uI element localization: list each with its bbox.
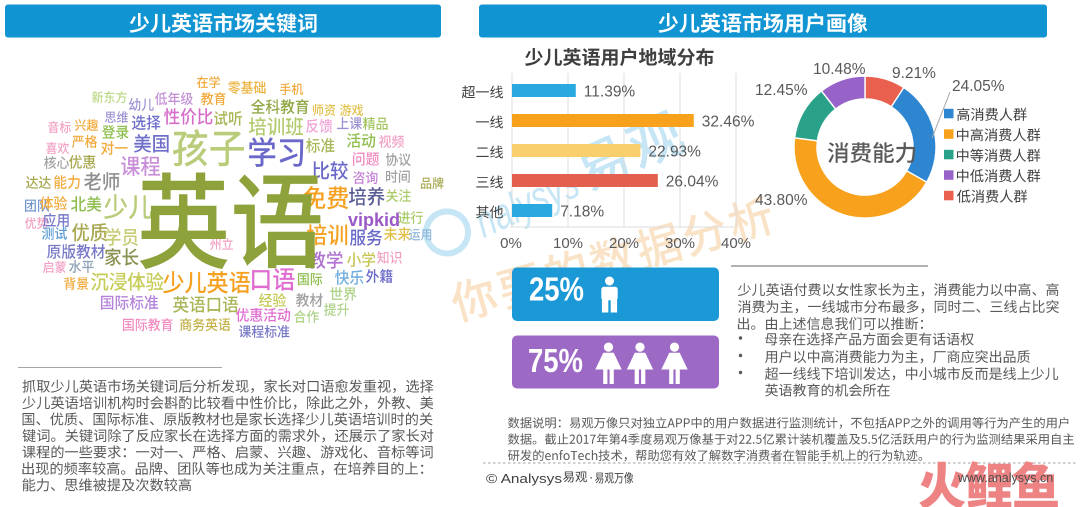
svg-text:0%: 0%	[500, 235, 522, 252]
svg-text:75%: 75%	[528, 343, 583, 380]
svg-text:32.46%: 32.46%	[702, 114, 755, 131]
svg-text:7.18%: 7.18%	[560, 204, 604, 221]
svg-text:11.39%: 11.39%	[584, 84, 636, 101]
svg-text:24.05%: 24.05%	[952, 78, 1005, 95]
svg-text:9.21%: 9.21%	[892, 65, 936, 82]
svg-text:www.analysys.cn: www.analysys.cn	[957, 471, 1053, 485]
svg-text:25%: 25%	[529, 272, 584, 309]
svg-text:43.80%: 43.80%	[755, 192, 808, 209]
svg-text:© Analysys: © Analysys	[486, 471, 562, 486]
svg-text:12.45%: 12.45%	[755, 82, 808, 99]
svg-text:·: ·	[589, 470, 593, 485]
svg-text:10.48%: 10.48%	[813, 61, 866, 78]
svg-text:vipkid: vipkid	[348, 210, 400, 230]
svg-text:30%: 30%	[665, 235, 695, 252]
svg-text:40%: 40%	[721, 235, 751, 252]
svg-text:20%: 20%	[609, 235, 639, 252]
svg-text:26.04%: 26.04%	[666, 174, 719, 191]
svg-text:10%: 10%	[553, 235, 583, 252]
svg-text:22.93%: 22.93%	[648, 144, 701, 161]
